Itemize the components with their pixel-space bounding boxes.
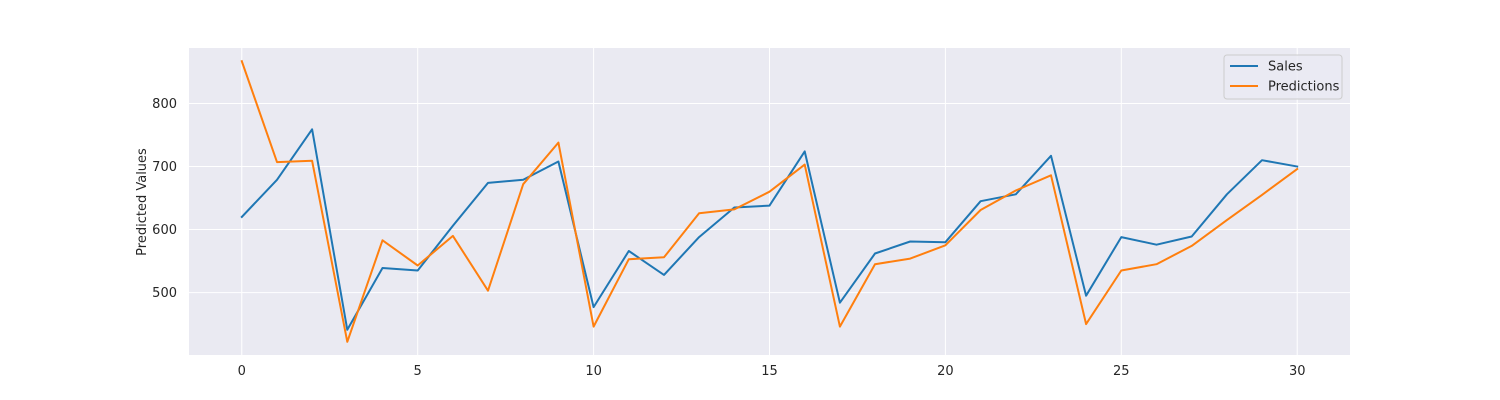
x-tick-label: 5 xyxy=(414,364,422,379)
y-axis-label: Predicted Values xyxy=(135,148,150,256)
legend: Sales Predictions xyxy=(1223,54,1343,100)
x-tick-label: 10 xyxy=(585,364,602,379)
y-tick-label: 800 xyxy=(152,97,177,112)
x-tick-label: 30 xyxy=(1289,364,1306,379)
x-tick-label: 20 xyxy=(937,364,954,379)
x-tick-label: 15 xyxy=(761,364,778,379)
y-tick-label: 600 xyxy=(152,223,177,238)
y-axis-ticks: 500 600 700 800 xyxy=(152,97,177,301)
series-lines xyxy=(240,59,1299,343)
x-axis-ticks: 0 5 10 15 20 25 30 xyxy=(238,364,1306,379)
y-tick-label: 500 xyxy=(152,286,177,301)
y-tick-label: 700 xyxy=(152,160,177,175)
series-line-sales xyxy=(240,128,1299,331)
x-tick-label: 25 xyxy=(1113,364,1130,379)
x-tick-label: 0 xyxy=(238,364,246,379)
series-line-predictions xyxy=(240,59,1299,343)
legend-label: Sales xyxy=(1268,60,1303,75)
grid-lines xyxy=(189,48,1350,355)
legend-label: Predictions xyxy=(1268,80,1340,95)
